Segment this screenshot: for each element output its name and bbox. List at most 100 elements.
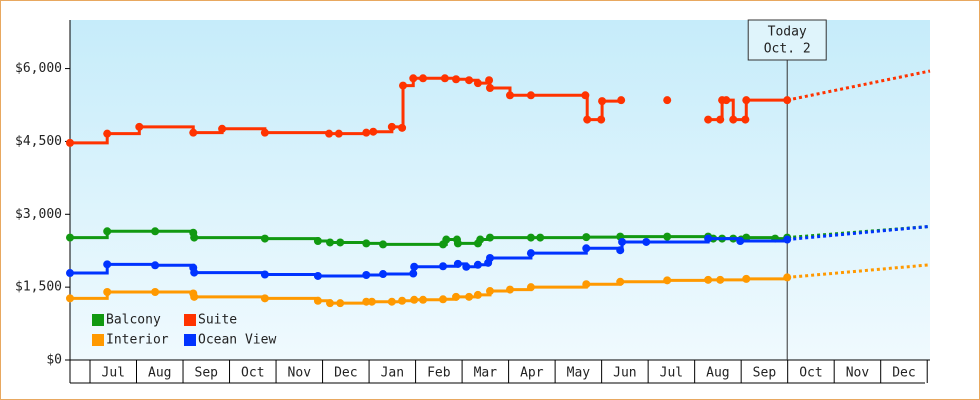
- price-point: [190, 268, 199, 277]
- price-point: [716, 115, 725, 124]
- price-point: [103, 288, 112, 296]
- price-point: [526, 91, 535, 100]
- price-point: [135, 122, 144, 131]
- price-point: [642, 237, 651, 246]
- price-point: [260, 270, 269, 279]
- today-label: Oct. 2: [764, 42, 811, 57]
- price-point: [379, 240, 388, 249]
- price-point: [151, 288, 160, 296]
- price-point: [260, 128, 269, 137]
- price-point: [486, 254, 494, 262]
- x-tick-label: Oct: [241, 366, 264, 381]
- price-point: [218, 124, 227, 133]
- price-point: [506, 91, 514, 100]
- x-tick-label: Sep: [753, 366, 777, 381]
- price-point: [325, 129, 334, 138]
- price-point: [334, 129, 343, 138]
- price-point: [313, 237, 322, 245]
- price-point: [419, 74, 428, 83]
- price-point: [313, 296, 322, 305]
- price-point: [742, 274, 751, 283]
- y-tick-label: $3,000: [15, 207, 62, 222]
- price-point: [362, 128, 371, 137]
- x-tick-label: Jan: [381, 366, 404, 381]
- x-tick-label: Aug: [148, 366, 171, 381]
- price-point: [452, 75, 461, 84]
- legend-label: Balcony: [106, 313, 161, 328]
- legend-label: Ocean View: [198, 333, 276, 348]
- plot-area: [70, 20, 930, 360]
- y-tick-label: $1,500: [15, 280, 62, 295]
- price-point: [313, 271, 322, 280]
- price-point: [617, 96, 626, 105]
- price-point: [486, 287, 494, 296]
- x-tick-label: Mar: [474, 366, 498, 381]
- price-point: [582, 244, 591, 253]
- price-point: [465, 292, 474, 301]
- x-tick-label: Dec: [892, 366, 915, 381]
- x-tick-label: Sep: [195, 366, 219, 381]
- price-point: [439, 262, 448, 271]
- price-point: [442, 235, 451, 244]
- price-point: [536, 233, 545, 242]
- price-point: [409, 269, 418, 278]
- x-tick-label: May: [567, 366, 591, 381]
- price-point: [410, 295, 419, 304]
- y-tick-label: $4,500: [15, 134, 62, 149]
- price-point: [398, 296, 407, 305]
- x-tick-label: Apr: [520, 366, 544, 381]
- price-point: [716, 275, 725, 284]
- price-point: [409, 74, 418, 83]
- price-point: [741, 115, 750, 124]
- price-point: [387, 122, 396, 131]
- price-point: [419, 295, 428, 304]
- price-point: [473, 290, 482, 299]
- x-tick-label: Dec: [334, 366, 357, 381]
- today-box: [747, 19, 827, 61]
- legend-swatch: [184, 334, 196, 346]
- price-point: [663, 276, 672, 285]
- price-point: [581, 91, 590, 100]
- price-point: [151, 261, 160, 270]
- price-point: [336, 299, 345, 308]
- price-point: [452, 292, 461, 301]
- price-point: [476, 235, 485, 244]
- price-point: [103, 129, 112, 138]
- price-point: [190, 292, 199, 301]
- x-tick-label: Jul: [102, 366, 125, 381]
- price-point: [729, 115, 738, 124]
- price-point: [362, 271, 371, 279]
- x-tick-label: Jun: [613, 366, 636, 381]
- x-tick-label: Feb: [427, 366, 451, 381]
- price-point: [663, 96, 672, 105]
- price-point: [598, 97, 607, 106]
- x-tick-label: Aug: [706, 366, 729, 381]
- legend-label: Suite: [198, 313, 237, 328]
- price-point: [379, 270, 388, 279]
- price-point: [189, 128, 198, 137]
- price-point: [190, 233, 199, 242]
- price-point: [326, 238, 334, 247]
- price-point: [439, 295, 448, 304]
- price-point: [485, 76, 494, 85]
- today-label: Today: [768, 25, 807, 40]
- price-point: [616, 277, 625, 286]
- price-point: [526, 233, 535, 242]
- x-tick-label: Jul: [660, 366, 683, 381]
- price-point: [465, 76, 474, 85]
- projection-line: [786, 69, 931, 102]
- price-point: [616, 246, 625, 255]
- price-point: [440, 74, 449, 83]
- price-point: [704, 115, 713, 124]
- x-tick-label: Oct: [799, 366, 822, 381]
- price-point: [462, 262, 471, 271]
- price-point: [597, 115, 606, 124]
- price-point: [583, 115, 592, 124]
- price-point: [326, 299, 334, 308]
- price-point: [399, 81, 408, 90]
- x-tick-label: Nov: [846, 366, 870, 381]
- price-point: [66, 294, 74, 303]
- price-point: [367, 297, 376, 306]
- price-point: [704, 234, 713, 243]
